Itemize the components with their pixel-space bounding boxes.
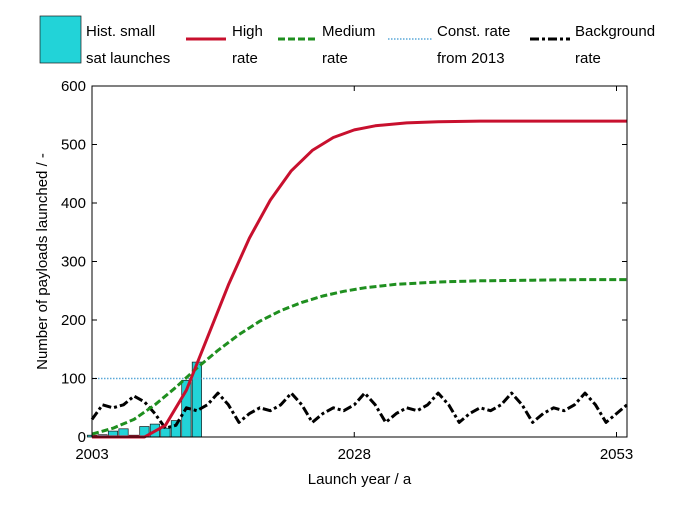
legend: Hist. small sat launches High rate Medium rat… [39, 15, 655, 67]
legend-label: Medium [322, 23, 375, 40]
legend-item-high: High rate [186, 23, 263, 67]
legend-label: from 2013 [437, 50, 505, 67]
x-tick-label: 2003 [75, 446, 108, 463]
y-axis-label: Number of payloads launched / - [34, 153, 51, 370]
hist-bar [160, 427, 171, 438]
ticks-layer: 0 100 200 300 400 500 600 2003 2028 2053 [61, 78, 633, 463]
legend-item-medium: Medium rate [278, 23, 375, 67]
bars-layer [86, 361, 202, 438]
series-line-background [90, 391, 628, 430]
x-tick-label: 2053 [600, 446, 633, 463]
legend-label: Hist. small [86, 23, 155, 40]
y-tick-label: 400 [61, 195, 86, 212]
plot-area: 0 100 200 300 400 500 600 2003 2028 2053 [61, 78, 633, 463]
legend-label: Const. rate [437, 23, 510, 40]
legend-item-hist: Hist. small sat launches [39, 15, 170, 67]
y-tick-label: 600 [61, 78, 86, 95]
y-tick-label: 300 [61, 254, 86, 271]
series-line-high [92, 119, 627, 439]
legend-label: rate [322, 50, 348, 67]
series-line-medium [91, 278, 627, 436]
series-layer [90, 119, 628, 439]
legend-label: Background [575, 23, 655, 40]
legend-label: rate [232, 50, 258, 67]
legend-label: High [232, 23, 263, 40]
plot-frame [91, 85, 628, 438]
y-tick-label: 500 [61, 137, 86, 154]
y-tick-label: 100 [61, 371, 86, 388]
legend-item-background: Background rate [530, 23, 655, 67]
y-tick-label: 0 [78, 429, 86, 446]
x-axis-label: Launch year / a [308, 471, 412, 488]
x-tick-label: 2028 [338, 446, 371, 463]
legend-item-const: Const. rate from 2013 [388, 23, 510, 67]
legend-label: rate [575, 50, 601, 67]
legend-label: sat launches [86, 50, 170, 67]
legend-swatch [39, 15, 82, 64]
y-tick-label: 200 [61, 312, 86, 329]
